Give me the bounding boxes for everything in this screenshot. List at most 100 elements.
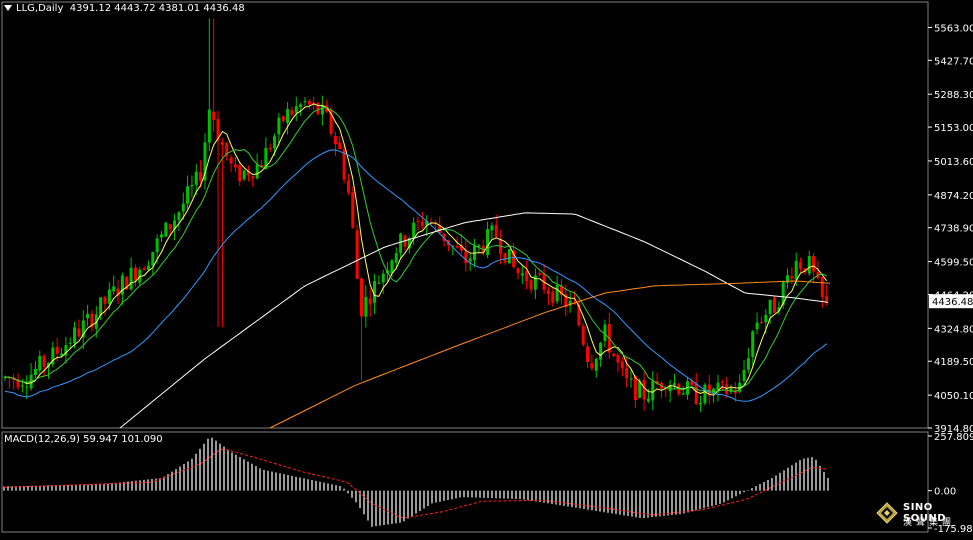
candle-body (394, 253, 398, 263)
chart-header: LLG,Daily 4391.12 4443.72 4381.01 4436.4… (4, 3, 245, 14)
candle-body (42, 355, 46, 367)
candle-body (251, 176, 255, 179)
macd-header: MACD(12,26,9) 59.947 101.090 (4, 434, 163, 445)
candle-body (573, 302, 577, 304)
candle-body (381, 273, 385, 283)
candle-body (286, 109, 290, 123)
main-pane-frame (1, 1, 929, 429)
candle-body (786, 275, 790, 283)
candle-body (525, 271, 529, 282)
price-tick-label: 4599.50 (934, 258, 973, 269)
candle-body (620, 361, 624, 369)
candle-body (586, 346, 590, 363)
candle-body (803, 268, 807, 273)
candle-body (407, 238, 411, 249)
candle-body (60, 353, 64, 356)
candle-body (672, 383, 676, 385)
price-tick-label: 5288.30 (934, 90, 973, 101)
candle-body (703, 384, 707, 404)
candle-body (603, 324, 607, 342)
symbol-timeframe: LLG,Daily (16, 3, 64, 14)
candle-body (129, 267, 133, 290)
candle-body (694, 382, 698, 405)
candle-body (577, 303, 581, 326)
candle-body (16, 379, 20, 388)
candle-body (125, 276, 129, 290)
candle-body (755, 322, 759, 330)
candle-body (633, 376, 637, 401)
price-tick-label: 5427.70 (934, 56, 973, 67)
candle-body (516, 268, 520, 274)
candle-body (203, 142, 207, 181)
candle-body (77, 328, 81, 337)
candle-body (238, 165, 242, 182)
ma-green-line (4, 106, 827, 393)
candle-body (494, 224, 498, 238)
candle-body (764, 315, 768, 323)
candle-body (799, 262, 803, 269)
candle-body (268, 147, 272, 150)
candle-body (142, 268, 146, 271)
candle-body (99, 297, 103, 316)
candle-body (164, 222, 168, 237)
candle-body (81, 320, 85, 338)
candle-body (477, 245, 481, 247)
candle-body (794, 260, 798, 280)
candle-body (359, 278, 363, 317)
candle-body (373, 281, 377, 303)
candle-body (720, 381, 724, 383)
macd-signal-line (3, 448, 829, 519)
candle-body (464, 251, 468, 264)
price-tick-label: 4874.20 (934, 191, 973, 202)
candle-body (625, 367, 629, 379)
candle-body (294, 106, 298, 113)
candle-body (20, 385, 24, 387)
candle-body (264, 147, 268, 170)
candle-body (346, 180, 350, 193)
candle-body (242, 170, 246, 180)
candle-body (73, 327, 77, 344)
candle-body (273, 136, 277, 149)
candle-body (290, 110, 294, 115)
candle-body (173, 220, 177, 230)
macd-tick-label: 0.00 (934, 487, 956, 498)
candle-body (146, 265, 150, 270)
candle-body (25, 386, 29, 388)
candle-body (246, 170, 250, 176)
candle-body (299, 104, 303, 108)
candle-body (255, 164, 259, 179)
candle-body (681, 393, 685, 395)
candle-body (233, 164, 237, 168)
candle-body (190, 185, 194, 187)
candle-body (725, 384, 729, 394)
candle-body (599, 342, 603, 360)
candle-body (338, 142, 342, 149)
logo-brand: SINO SOUND (903, 502, 946, 524)
candle-body (564, 294, 568, 308)
ohlc-values: 4391.12 4443.72 4381.01 4436.48 (69, 3, 245, 14)
dropdown-triangle-icon[interactable] (4, 5, 12, 11)
candle-body (738, 382, 742, 392)
candle-body (333, 135, 337, 145)
candle-body (742, 370, 746, 382)
ma-blue-line (4, 149, 828, 402)
candle-body (729, 388, 733, 393)
candle-body (316, 102, 320, 114)
candle-body (168, 224, 172, 229)
current-price-box (929, 294, 973, 309)
price-tick-label: 3914.80 (934, 424, 973, 435)
candle-body (699, 402, 703, 405)
candle-body (133, 267, 137, 281)
price-tick-label: 4050.10 (934, 391, 973, 402)
candle-body (38, 356, 42, 371)
candle-body (229, 157, 233, 164)
candle-body (825, 296, 829, 302)
logo-cn: 漢聲集團 (903, 518, 956, 528)
candle-body (151, 251, 155, 266)
candle-body (351, 192, 355, 228)
candle-body (277, 117, 281, 135)
candle-body (772, 297, 776, 313)
candle-body (107, 289, 111, 304)
candle-body (412, 222, 416, 239)
